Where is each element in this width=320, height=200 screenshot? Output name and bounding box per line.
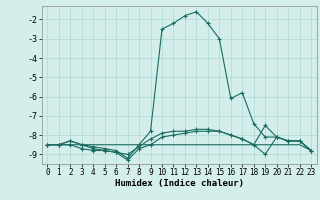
X-axis label: Humidex (Indice chaleur): Humidex (Indice chaleur) xyxy=(115,179,244,188)
